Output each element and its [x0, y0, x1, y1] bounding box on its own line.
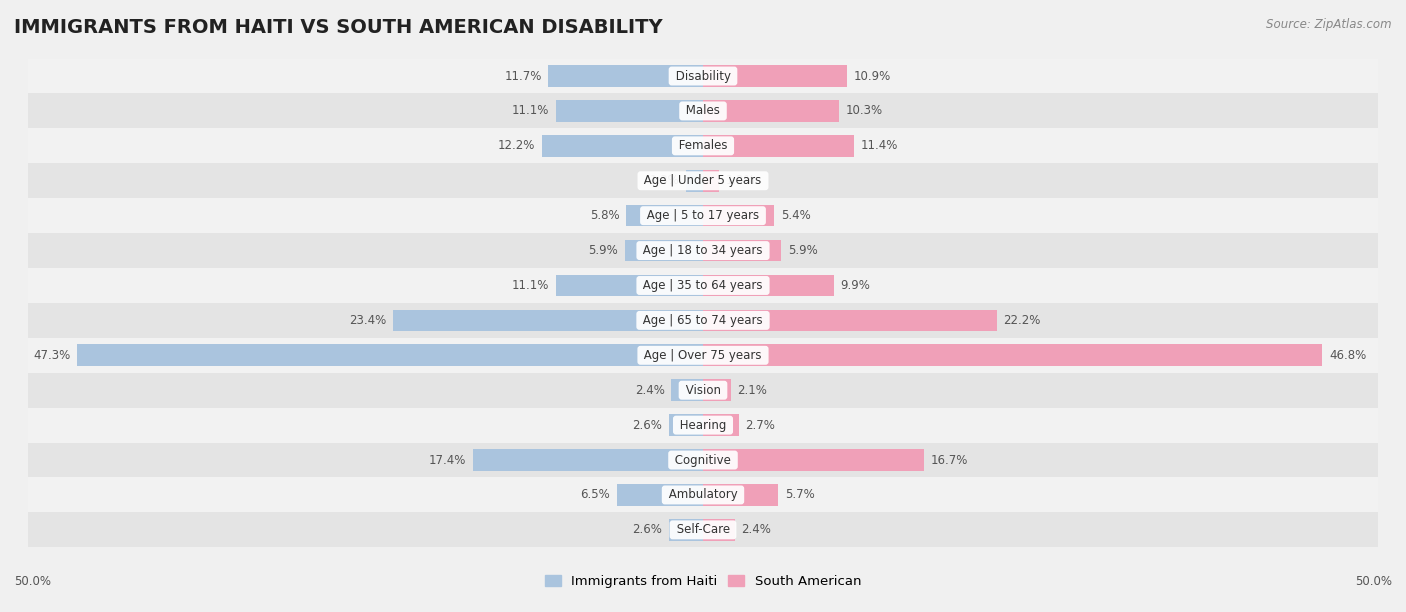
Bar	[15, 198, 1391, 233]
Text: Age | 18 to 34 years: Age | 18 to 34 years	[640, 244, 766, 257]
Text: 47.3%: 47.3%	[34, 349, 70, 362]
Bar	[15, 512, 1391, 547]
Text: 2.4%: 2.4%	[634, 384, 665, 397]
Bar	[15, 268, 1391, 303]
Text: 50.0%: 50.0%	[1355, 575, 1392, 588]
Text: 2.1%: 2.1%	[737, 384, 768, 397]
Bar	[703, 275, 834, 296]
Bar	[703, 449, 924, 471]
Text: 5.7%: 5.7%	[785, 488, 815, 501]
Text: 11.4%: 11.4%	[860, 140, 898, 152]
Bar	[15, 163, 1391, 198]
Bar	[669, 519, 703, 540]
Text: 50.0%: 50.0%	[14, 575, 51, 588]
Bar	[703, 379, 731, 401]
Bar	[394, 310, 703, 331]
Bar	[15, 373, 1391, 408]
Text: Disability: Disability	[672, 70, 734, 83]
Text: Vision: Vision	[682, 384, 724, 397]
Bar	[15, 129, 1391, 163]
Text: 17.4%: 17.4%	[429, 453, 467, 466]
Text: 1.3%: 1.3%	[650, 174, 679, 187]
Bar	[703, 310, 997, 331]
Bar	[548, 65, 703, 87]
Text: 11.1%: 11.1%	[512, 105, 550, 118]
Text: Females: Females	[675, 140, 731, 152]
Bar	[624, 240, 703, 261]
Text: IMMIGRANTS FROM HAITI VS SOUTH AMERICAN DISABILITY: IMMIGRANTS FROM HAITI VS SOUTH AMERICAN …	[14, 18, 662, 37]
Text: 2.4%: 2.4%	[741, 523, 772, 536]
Text: Age | Over 75 years: Age | Over 75 years	[640, 349, 766, 362]
Text: 5.8%: 5.8%	[591, 209, 620, 222]
Bar	[686, 170, 703, 192]
Text: Males: Males	[682, 105, 724, 118]
Bar	[671, 379, 703, 401]
Text: 5.9%: 5.9%	[589, 244, 619, 257]
Bar	[703, 240, 782, 261]
Bar	[557, 275, 703, 296]
Text: Age | 65 to 74 years: Age | 65 to 74 years	[640, 314, 766, 327]
Text: 6.5%: 6.5%	[581, 488, 610, 501]
Text: 22.2%: 22.2%	[1004, 314, 1040, 327]
Bar	[703, 414, 738, 436]
Bar	[703, 519, 735, 540]
Text: 10.9%: 10.9%	[853, 70, 891, 83]
Bar	[703, 135, 853, 157]
Text: Self-Care: Self-Care	[672, 523, 734, 536]
Bar	[15, 94, 1391, 129]
Bar	[669, 414, 703, 436]
Text: 12.2%: 12.2%	[498, 140, 534, 152]
Bar	[703, 484, 779, 506]
Text: 16.7%: 16.7%	[931, 453, 967, 466]
Text: Hearing: Hearing	[676, 419, 730, 431]
Bar	[15, 338, 1391, 373]
Bar	[15, 303, 1391, 338]
Bar	[703, 65, 848, 87]
Bar	[703, 205, 775, 226]
Bar	[15, 477, 1391, 512]
Text: 10.3%: 10.3%	[846, 105, 883, 118]
Text: 11.1%: 11.1%	[512, 279, 550, 292]
Text: 2.6%: 2.6%	[633, 419, 662, 431]
Bar	[15, 59, 1391, 94]
Bar	[703, 100, 839, 122]
Text: 2.6%: 2.6%	[633, 523, 662, 536]
Text: 9.9%: 9.9%	[841, 279, 870, 292]
Bar	[15, 408, 1391, 442]
Text: 5.9%: 5.9%	[787, 244, 817, 257]
Text: 1.2%: 1.2%	[725, 174, 755, 187]
Bar	[77, 345, 703, 366]
Bar	[472, 449, 703, 471]
Bar	[557, 100, 703, 122]
Text: 46.8%: 46.8%	[1329, 349, 1367, 362]
Text: Cognitive: Cognitive	[671, 453, 735, 466]
Bar	[617, 484, 703, 506]
Bar	[15, 442, 1391, 477]
Text: Age | Under 5 years: Age | Under 5 years	[641, 174, 765, 187]
Text: Age | 35 to 64 years: Age | 35 to 64 years	[640, 279, 766, 292]
Text: 23.4%: 23.4%	[350, 314, 387, 327]
Text: 5.4%: 5.4%	[782, 209, 811, 222]
Bar	[541, 135, 703, 157]
Text: 11.7%: 11.7%	[505, 70, 541, 83]
Text: Age | 5 to 17 years: Age | 5 to 17 years	[643, 209, 763, 222]
Legend: Immigrants from Haiti, South American: Immigrants from Haiti, South American	[540, 570, 866, 594]
Bar	[15, 233, 1391, 268]
Bar	[626, 205, 703, 226]
Text: Source: ZipAtlas.com: Source: ZipAtlas.com	[1267, 18, 1392, 31]
Bar	[703, 170, 718, 192]
Text: 2.7%: 2.7%	[745, 419, 775, 431]
Bar	[703, 345, 1322, 366]
Text: Ambulatory: Ambulatory	[665, 488, 741, 501]
